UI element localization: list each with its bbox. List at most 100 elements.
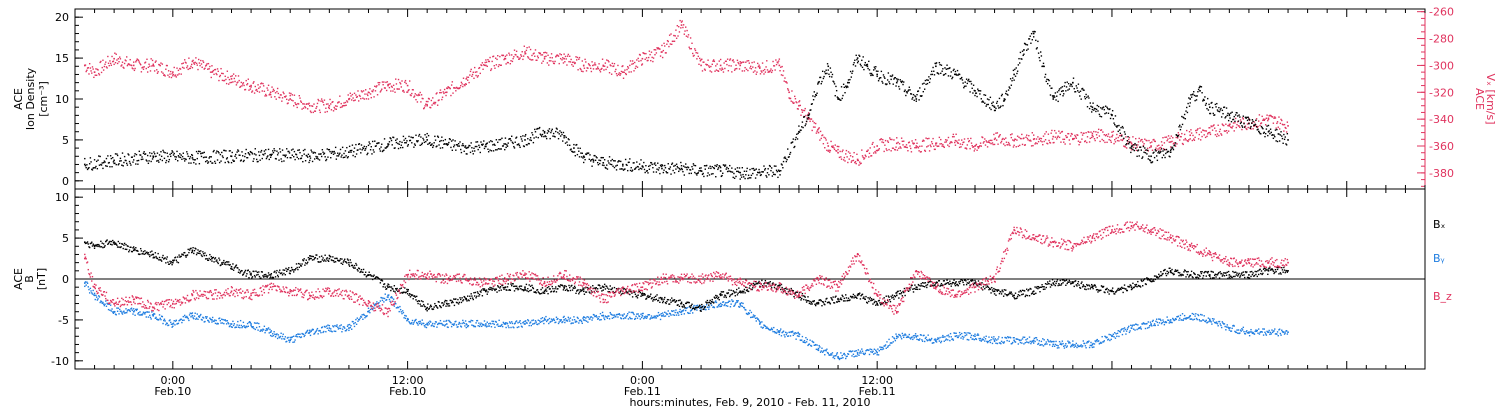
scatter-dot <box>625 73 628 76</box>
scatter-dot <box>500 324 502 327</box>
scatter-dot <box>218 317 221 319</box>
scatter-dot <box>1053 96 1056 98</box>
scatter-dot <box>1143 151 1145 154</box>
scatter-dot <box>93 159 96 161</box>
scatter-dot <box>908 86 911 88</box>
scatter-dot <box>270 96 273 98</box>
scatter-dot <box>845 86 848 89</box>
scatter-dot <box>1005 141 1008 143</box>
scatter-dot <box>968 140 970 143</box>
scatter-dot <box>675 29 677 31</box>
scatter-dot <box>149 70 152 72</box>
scatter-dot <box>763 169 766 171</box>
scatter-dot <box>1190 94 1192 96</box>
scatter-dot <box>154 61 157 63</box>
scatter-dot <box>1247 126 1249 129</box>
scatter-dot <box>635 166 637 169</box>
scatter-dot <box>480 325 483 328</box>
scatter-dot <box>390 85 393 87</box>
scatter-dot <box>237 326 240 328</box>
scatter-dot <box>390 296 393 298</box>
scatter-dot <box>640 159 642 161</box>
scatter-dot <box>923 88 926 90</box>
scatter-dot <box>384 293 386 295</box>
scatter-dot <box>630 166 632 169</box>
scatter-dot <box>1087 95 1089 97</box>
scatter-dot <box>1246 123 1249 125</box>
scatter-dot <box>1112 118 1115 120</box>
scatter-dot <box>965 78 968 80</box>
scatter-dot <box>101 66 103 69</box>
bfield-tick-label: 5 <box>62 232 69 245</box>
scatter-dot <box>1032 144 1034 147</box>
scatter-dot <box>1187 102 1189 105</box>
scatter-dot <box>239 160 242 162</box>
scatter-dot <box>359 317 361 319</box>
scatter-dot <box>636 313 638 315</box>
scatter-dot <box>663 315 665 318</box>
scatter-dot <box>841 150 843 153</box>
scatter-dot <box>340 102 342 105</box>
scatter-dot <box>1037 140 1040 143</box>
scatter-dot <box>251 326 254 329</box>
scatter-dot <box>979 90 982 92</box>
data-point <box>445 323 448 325</box>
scatter-dot <box>335 158 338 160</box>
scatter-dot <box>984 138 986 140</box>
scatter-dot <box>439 322 441 325</box>
scatter-dot <box>891 138 893 141</box>
scatter-dot <box>436 323 439 326</box>
scatter-dot <box>722 71 725 73</box>
scatter-dot <box>1179 139 1181 141</box>
scatter-dot <box>483 323 485 326</box>
scatter-dot <box>337 102 339 104</box>
scatter-dot <box>721 174 723 177</box>
scatter-dot <box>497 325 500 327</box>
scatter-dot <box>618 160 621 162</box>
scatter-dot <box>251 90 254 92</box>
scatter-dot <box>694 49 697 52</box>
scatter-dot <box>288 339 290 341</box>
scatter-dot <box>1201 92 1203 94</box>
scatter-dot <box>428 142 430 145</box>
scatter-dot <box>265 157 268 160</box>
scatter-dot <box>313 332 316 335</box>
scatter-dot <box>225 158 228 160</box>
scatter-dot <box>1061 130 1064 133</box>
scatter-dot <box>376 301 378 303</box>
scatter-dot <box>1225 129 1228 132</box>
scatter-dot <box>371 153 373 155</box>
scatter-dot <box>943 146 945 149</box>
scatter-dot <box>1286 132 1289 135</box>
scatter-dot <box>1114 124 1116 126</box>
scatter-dot <box>206 63 208 65</box>
scatter-dot <box>1275 140 1277 142</box>
scatter-dot <box>322 151 324 153</box>
scatter-dot <box>308 332 310 335</box>
scatter-dot <box>1134 142 1136 145</box>
scatter-dot <box>121 313 124 315</box>
scatter-dot <box>137 58 139 61</box>
scatter-dot <box>670 173 672 175</box>
scatter-dot <box>467 76 470 78</box>
scatter-dot <box>209 65 211 68</box>
scatter-dot <box>910 147 912 150</box>
scatter-dot <box>258 151 260 153</box>
scatter-dot <box>995 107 997 110</box>
scatter-dot <box>151 152 153 155</box>
scatter-dot <box>1272 137 1275 140</box>
scatter-dot <box>952 69 955 72</box>
scatter-dot <box>246 82 249 85</box>
scatter-dot <box>1056 136 1059 138</box>
scatter-dot <box>627 65 629 68</box>
scatter-dot <box>562 140 564 142</box>
scatter-dot <box>842 159 845 161</box>
scatter-dot <box>643 168 646 171</box>
scatter-dot <box>441 96 444 98</box>
scatter-dot <box>255 154 257 156</box>
scatter-dot <box>186 315 188 318</box>
scatter-dot <box>330 328 332 330</box>
scatter-dot <box>437 136 440 138</box>
scatter-dot <box>378 142 380 144</box>
scatter-dot <box>941 70 943 72</box>
